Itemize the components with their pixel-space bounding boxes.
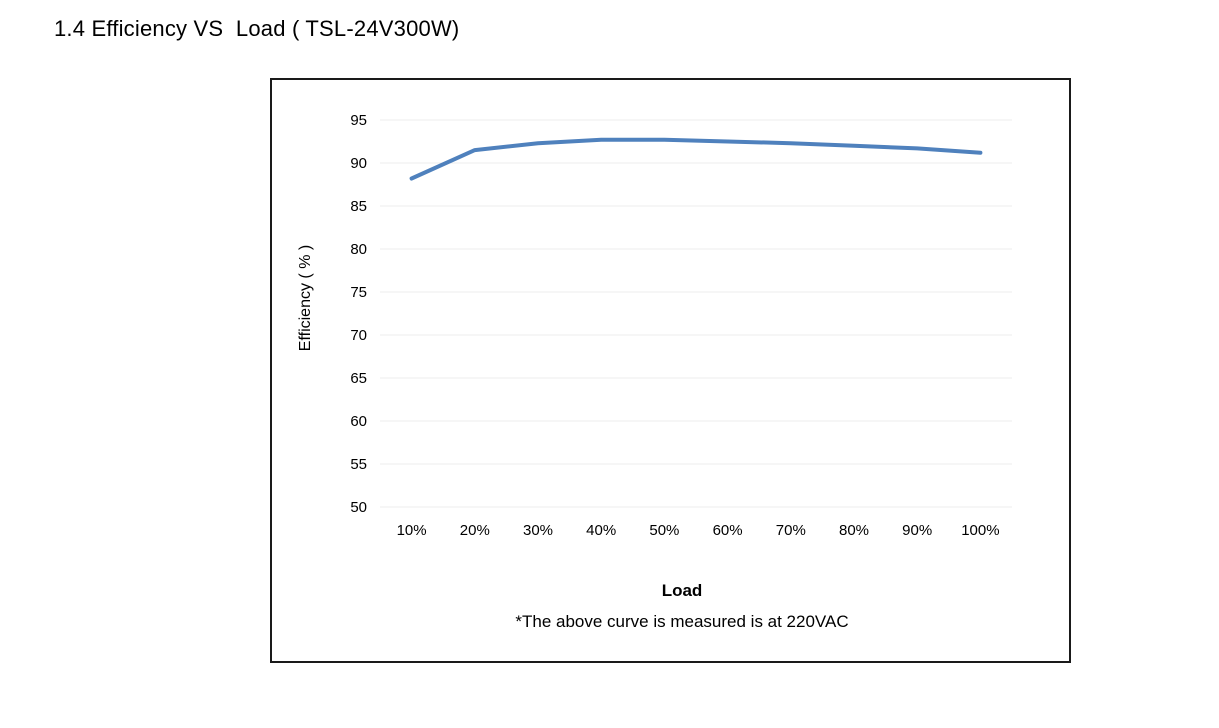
x-tick-labels: 10% 20% 30% 40% 50% 60% 70% 80% 90% 100%	[397, 522, 1000, 539]
y-axis-title: Efficiency ( % )	[297, 245, 314, 351]
x-tick-label: 30%	[523, 522, 553, 539]
y-tick-label: 90	[350, 155, 367, 172]
x-tick-label: 40%	[586, 522, 616, 539]
x-tick-label: 10%	[397, 522, 427, 539]
series-group	[409, 137, 983, 181]
y-tick-label: 50	[350, 499, 367, 516]
y-tick-label: 55	[350, 456, 367, 473]
y-tick-label: 65	[350, 370, 367, 387]
grid-lines	[380, 119, 1012, 508]
efficiency-chart: 50 55 60 65 70 75 80 85 90 95 10% 20% 30% 40% 50% 60% 7…	[297, 112, 1012, 631]
x-axis-title: Load	[662, 581, 703, 600]
x-tick-label: 90%	[902, 522, 932, 539]
series-line	[409, 137, 983, 181]
x-tick-label: 20%	[460, 522, 490, 539]
y-tick-label: 70	[350, 327, 367, 344]
x-tick-label: 70%	[776, 522, 806, 539]
x-tick-label: 60%	[713, 522, 743, 539]
chart-frame: 50 55 60 65 70 75 80 85 90 95 10% 20% 30% 40% 50% 60% 7…	[270, 78, 1071, 663]
y-tick-label: 95	[350, 112, 367, 129]
y-tick-label: 85	[350, 198, 367, 215]
y-tick-label: 60	[350, 413, 367, 430]
y-tick-label: 80	[350, 241, 367, 258]
y-tick-labels: 50 55 60 65 70 75 80 85 90 95	[350, 112, 367, 516]
x-tick-label: 100%	[961, 522, 999, 539]
y-tick-label: 75	[350, 284, 367, 301]
measurement-note: *The above curve is measured is at 220VA…	[515, 612, 848, 631]
x-tick-label: 50%	[649, 522, 679, 539]
section-heading: 1.4 Efficiency VS Load ( TSL-24V300W)	[54, 16, 460, 41]
x-tick-label: 80%	[839, 522, 869, 539]
